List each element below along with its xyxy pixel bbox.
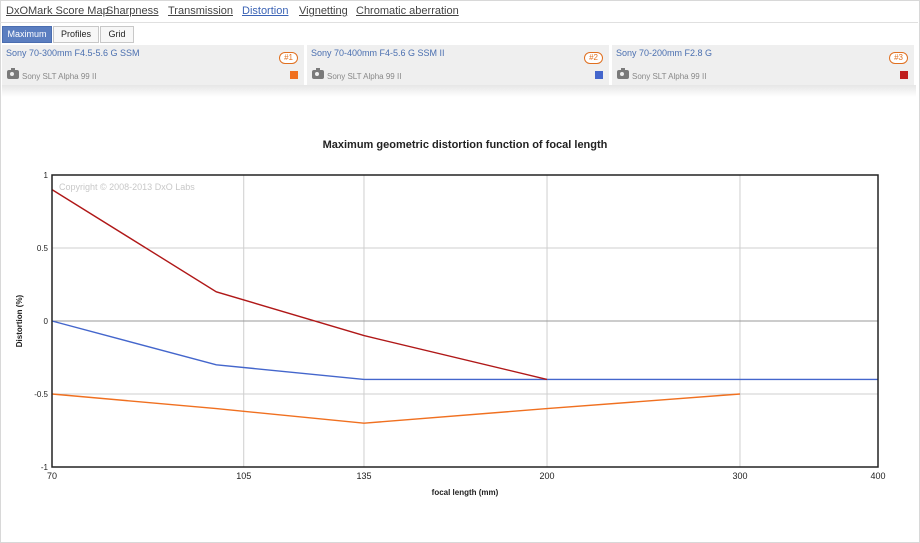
- lens-name[interactable]: Sony 70-400mm F4-5.6 G SSM II: [311, 48, 445, 58]
- nav-vignetting[interactable]: Vignetting: [299, 5, 348, 17]
- x-tick-label: 135: [356, 471, 371, 481]
- camera-name: Sony SLT Alpha 99 II: [632, 72, 707, 81]
- x-tick-label: 300: [732, 471, 747, 481]
- x-tick-label: 400: [870, 471, 885, 481]
- camera-icon: [617, 68, 629, 79]
- series-color-swatch: [595, 71, 603, 79]
- top-navigation: DxOMark Score Map Sharpness Transmission…: [0, 0, 918, 23]
- series-color-swatch: [900, 71, 908, 79]
- x-axis-label: focal length (mm): [432, 488, 499, 497]
- series-color-swatch: [290, 71, 298, 79]
- nav-transmission[interactable]: Transmission: [168, 5, 233, 17]
- y-axis-ticks: 1 0.5 0 -0.5 -1: [34, 171, 48, 472]
- lens-selection-bar: Sony 70-300mm F4.5-5.6 G SSM #1 Sony SLT…: [2, 45, 916, 85]
- chart-watermark: Copyright © 2008-2013 DxO Labs: [59, 182, 195, 192]
- lens-badge: #1: [279, 52, 298, 64]
- chart-series: [51, 189, 878, 424]
- camera-icon: [7, 68, 19, 79]
- camera-name: Sony SLT Alpha 99 II: [22, 72, 97, 81]
- camera-name: Sony SLT Alpha 99 II: [327, 72, 402, 81]
- lens-bar-shadow: [2, 85, 916, 97]
- series-line: [51, 393, 741, 424]
- x-tick-label: 70: [47, 471, 57, 481]
- x-tick-label: 200: [540, 471, 555, 481]
- tab-profiles[interactable]: Profiles: [53, 26, 99, 43]
- lens-badge: #2: [584, 52, 603, 64]
- series-line: [51, 320, 878, 381]
- chart-title: Maximum geometric distortion function of…: [323, 139, 608, 151]
- y-tick-label: -0.5: [34, 390, 48, 399]
- chart-grid: [51, 174, 879, 468]
- lens-name[interactable]: Sony 70-200mm F2.8 G: [616, 48, 713, 58]
- nav-distortion[interactable]: Distortion: [242, 5, 289, 17]
- plot-area-border: [51, 174, 879, 468]
- nav-dxomark-score-map[interactable]: DxOMark Score Map: [6, 5, 109, 17]
- x-axis-ticks: 70 105 135 200 300 400: [47, 471, 886, 481]
- lens-card-1[interactable]: Sony 70-300mm F4.5-5.6 G SSM #1 Sony SLT…: [2, 45, 305, 85]
- lens-card-3[interactable]: Sony 70-200mm F2.8 G #3 Sony SLT Alpha 9…: [612, 45, 915, 85]
- x-tick-label: 105: [236, 471, 251, 481]
- series-line: [51, 189, 548, 381]
- lens-card-2[interactable]: Sony 70-400mm F4-5.6 G SSM II #2 Sony SL…: [307, 45, 610, 85]
- lens-name[interactable]: Sony 70-300mm F4.5-5.6 G SSM: [6, 48, 140, 58]
- y-tick-label: 0.5: [37, 244, 49, 253]
- nav-chromatic-aberration[interactable]: Chromatic aberration: [356, 5, 459, 17]
- lens-badge: #3: [889, 52, 908, 64]
- y-tick-label: 0: [44, 317, 49, 326]
- tab-maximum[interactable]: Maximum: [2, 26, 52, 43]
- nav-sharpness[interactable]: Sharpness: [106, 5, 159, 17]
- y-axis-label: Distortion (%): [15, 294, 24, 347]
- y-tick-label: -1: [41, 463, 49, 472]
- tab-grid[interactable]: Grid: [100, 26, 134, 43]
- camera-icon: [312, 68, 324, 79]
- y-tick-label: 1: [44, 171, 49, 180]
